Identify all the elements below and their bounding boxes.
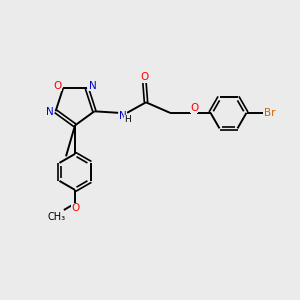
Text: N: N <box>119 111 127 121</box>
Text: N: N <box>88 81 96 91</box>
Text: Br: Br <box>264 108 275 118</box>
Text: N: N <box>46 107 53 117</box>
Text: O: O <box>71 203 79 213</box>
Text: CH₃: CH₃ <box>48 212 66 223</box>
Text: O: O <box>190 103 198 113</box>
Text: O: O <box>53 81 62 91</box>
Text: H: H <box>124 115 131 124</box>
Text: O: O <box>140 72 148 82</box>
